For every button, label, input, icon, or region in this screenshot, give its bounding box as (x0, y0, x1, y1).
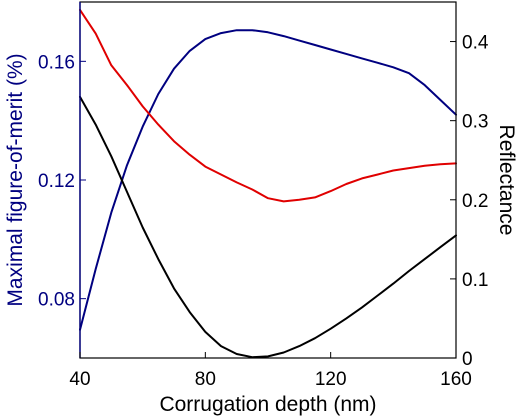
axis-ticks: 40 80 120 160 0.08 0.12 0.16 0 0.1 0.2 0.3 0.4 (38, 33, 489, 390)
right-axis-title: Reflectance (495, 125, 518, 236)
plot-frame (79, 1, 457, 359)
series-line-1 (79, 29, 457, 331)
right-tick-label-1: 0 (462, 349, 473, 370)
x-tick-label-1: 40 (69, 369, 90, 390)
series-line-2 (79, 8, 457, 203)
right-tick-label-3: 0.2 (462, 191, 488, 212)
right-tick-label-4: 0.3 (462, 112, 488, 133)
series-curves (79, 8, 457, 359)
left-tick-label-2: 0.12 (38, 171, 75, 192)
x-axis-title: Corrugation depth (nm) (159, 393, 376, 416)
right-tick-label-5: 0.4 (462, 33, 489, 54)
left-axis-title: Maximal figure-of-merit (%) (4, 53, 27, 306)
x-tick-label-3: 120 (315, 369, 347, 390)
left-tick-label-1: 0.08 (38, 290, 75, 311)
left-tick-label-3: 0.16 (38, 52, 75, 73)
x-tick-label-4: 160 (440, 369, 472, 390)
right-tick-label-2: 0.1 (462, 270, 488, 291)
series-line-3 (79, 95, 457, 359)
x-tick-label-2: 80 (195, 369, 216, 390)
